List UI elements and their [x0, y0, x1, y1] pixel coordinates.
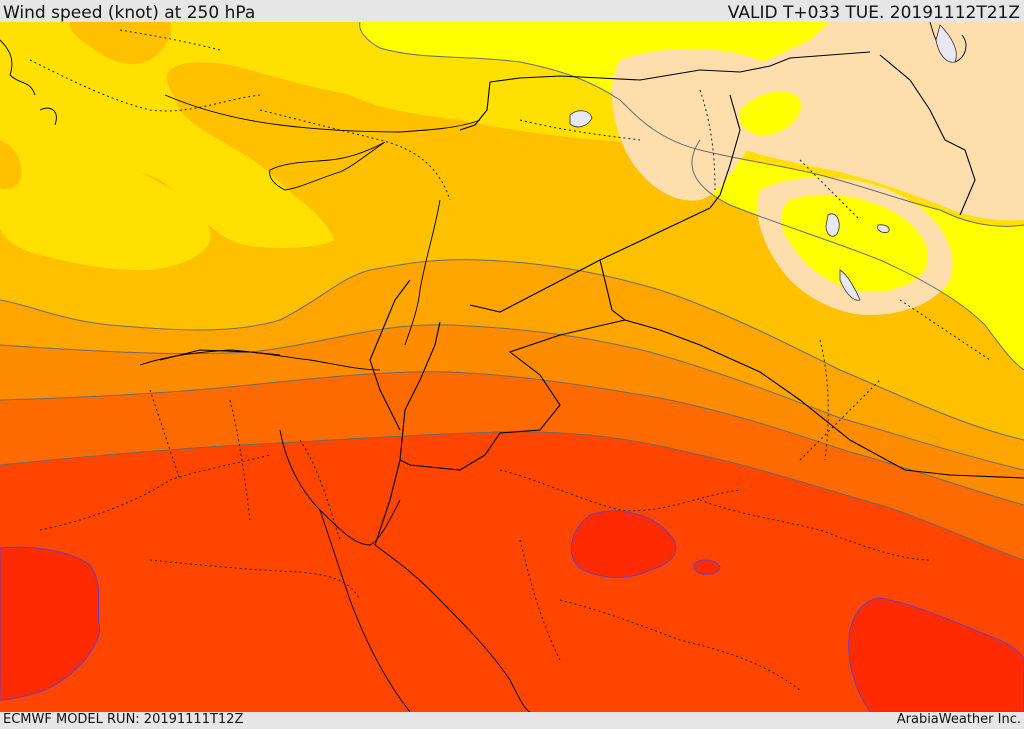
- map-title: Wind speed (knot) at 250 hPa: [3, 3, 256, 23]
- lake-urmia: [825, 213, 840, 237]
- lakes: [569, 24, 957, 301]
- contour-lines: [0, 22, 1024, 561]
- band-red-core-east: [848, 597, 1024, 712]
- header-bar: Wind speed (knot) at 250 hPa VALID T+033…: [0, 0, 1024, 23]
- lake-iraq-1: [839, 269, 861, 301]
- band-gold-nw: [69, 22, 172, 65]
- country-borders: [159, 51, 1024, 546]
- dotted-boundaries: [29, 29, 991, 691]
- band-very-light: [704, 22, 1024, 221]
- band-yellow-ne-patch: [739, 91, 801, 136]
- band-red-core-west: [0, 546, 101, 701]
- lake-van: [569, 110, 593, 128]
- wind-speed-map[interactable]: [0, 22, 1024, 712]
- lake-caspian-shore: [935, 24, 957, 63]
- band-yellow-med: [0, 155, 211, 271]
- lake-iraq-2: [877, 224, 890, 233]
- coastlines: [0, 22, 967, 712]
- band-very-light-lobe: [611, 48, 779, 201]
- map-panel[interactable]: [0, 22, 1024, 712]
- band-gold-west: [0, 140, 22, 190]
- model-run-label: ECMWF MODEL RUN: 20191111T12Z: [3, 712, 244, 727]
- band-red-core-dot: [693, 559, 721, 575]
- valid-time-label: VALID T+033 TUE. 20191112T21Z: [727, 3, 1020, 23]
- band-red-core-center: [570, 510, 677, 578]
- footer-bar: ECMWF MODEL RUN: 20191111T12Z ArabiaWeat…: [0, 712, 1024, 729]
- band-yellow-inner: [780, 194, 929, 292]
- credit-label: ArabiaWeather Inc.: [896, 712, 1021, 727]
